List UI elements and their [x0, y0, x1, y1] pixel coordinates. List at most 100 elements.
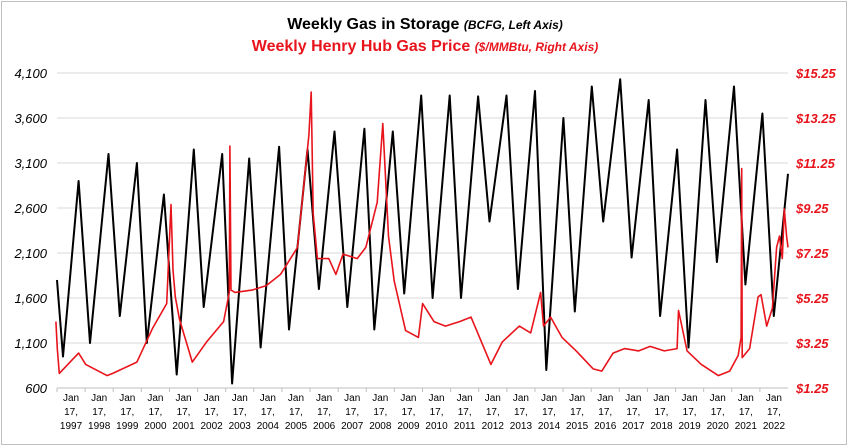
x-axis-tick-label: 17,	[542, 407, 556, 418]
x-axis-tick-label: Jan	[232, 393, 248, 404]
x-axis-tick-label: 2004	[257, 421, 280, 432]
x-axis-tick-label: 2007	[341, 421, 364, 432]
x-axis-tick-label: Jan	[91, 393, 107, 404]
x-axis-tick-label: 17,	[430, 407, 444, 418]
x-axis-tick-label: 17,	[148, 407, 162, 418]
x-axis-tick-label: 17,	[683, 407, 697, 418]
right-axis-tick-label: $3.25	[795, 336, 829, 351]
x-axis-tick-label: Jan	[766, 393, 782, 404]
right-axis-tick-label: $15.25	[795, 66, 837, 81]
x-axis-tick-label: 2018	[650, 421, 673, 432]
left-axis-tick-label: 4,100	[14, 66, 47, 81]
x-axis-tick-label: 1998	[88, 421, 111, 432]
left-axis-tick-label: 2,600	[13, 201, 47, 216]
x-axis-tick-label: Jan	[288, 393, 304, 404]
x-axis-tick-label: 2019	[678, 421, 701, 432]
x-axis-tick-label: 17,	[64, 407, 78, 418]
x-axis-tick-label: 2013	[510, 421, 533, 432]
x-axis-tick-label: Jan	[119, 393, 135, 404]
x-axis-tick-label: Jan	[625, 393, 641, 404]
x-axis-tick-label: 17,	[373, 407, 387, 418]
left-axis-tick-label: 1,100	[14, 336, 47, 351]
x-axis-tick-label: 17,	[739, 407, 753, 418]
x-axis-tick-label: Jan	[569, 393, 585, 404]
right-axis-tick-label: $1.25	[795, 381, 829, 396]
chart-subtitle-note: ($/MMBtu, Right Axis)	[474, 40, 599, 54]
x-axis-tick-label: 2020	[707, 421, 730, 432]
x-axis-tick-label: 17,	[626, 407, 640, 418]
x-axis-tick-label: Jan	[175, 393, 191, 404]
right-axis-tick-label: $5.25	[795, 291, 829, 306]
x-axis-tick-label: 17,	[92, 407, 106, 418]
x-axis-tick-label: Jan	[147, 393, 163, 404]
chart-subtitle-text: Weekly Henry Hub Gas Price	[251, 38, 471, 55]
chart-title-text: Weekly Gas in Storage	[287, 16, 460, 33]
x-axis-tick-label: 1999	[116, 421, 139, 432]
x-axis-tick-label: Jan	[513, 393, 529, 404]
right-axis-tick-label: $11.25	[795, 156, 836, 171]
x-axis-tick-label: Jan	[485, 393, 501, 404]
x-axis-tick-label: 2003	[229, 421, 252, 432]
x-axis-tick-label: 2012	[482, 421, 505, 432]
x-axis-tick-label: 17,	[570, 407, 584, 418]
x-axis-tick-label: 17,	[317, 407, 331, 418]
right-axis-tick-label: $7.25	[795, 246, 829, 261]
chart-title-note: (BCFG, Left Axis)	[463, 18, 563, 32]
x-axis-tick-label: Jan	[710, 393, 726, 404]
x-axis-tick-label: 17,	[120, 407, 134, 418]
x-axis-tick-label: 17,	[177, 407, 191, 418]
x-axis-tick-label: 2001	[172, 421, 195, 432]
x-axis-tick-label: Jan	[541, 393, 557, 404]
x-axis-tick-label: 1997	[60, 421, 83, 432]
storage-series-line	[56, 78, 789, 385]
left-axis-tick-label: 1,600	[14, 291, 47, 306]
x-axis-tick-label: Jan	[204, 393, 220, 404]
x-axis-tick-label: Jan	[344, 393, 360, 404]
x-axis-tick-label: 17,	[289, 407, 303, 418]
x-axis-tick-label: 17,	[486, 407, 500, 418]
left-axis-tick-label: 3,600	[14, 111, 47, 126]
x-axis-tick-label: 2009	[397, 421, 420, 432]
left-axis-tick-label: 2,100	[13, 246, 47, 261]
x-axis-tick-label: Jan	[372, 393, 388, 404]
x-axis-tick-label: 17,	[767, 407, 781, 418]
price-series-line	[55, 91, 789, 377]
x-axis-tick-label: Jan	[597, 393, 613, 404]
x-axis-tick-label: 2017	[622, 421, 645, 432]
x-axis-tick-label: Jan	[457, 393, 473, 404]
x-axis-tick-label: 17,	[233, 407, 247, 418]
x-axis-tick-label: 2005	[285, 421, 308, 432]
chart-title: Weekly Gas in Storage (BCFG, Left Axis)	[0, 16, 850, 34]
x-axis-tick-label: 2021	[735, 421, 758, 432]
x-axis-tick-label: 17,	[598, 407, 612, 418]
x-axis-tick-label: 17,	[655, 407, 669, 418]
left-axis-tick-label: 600	[25, 381, 47, 396]
x-axis-tick-label: 2000	[144, 421, 167, 432]
x-axis-tick-label: 2006	[313, 421, 336, 432]
x-axis-tick-label: Jan	[63, 393, 79, 404]
right-axis-tick-label: $13.25	[795, 111, 837, 126]
x-axis-tick-label: 2014	[538, 421, 561, 432]
x-axis-tick-label: 17,	[458, 407, 472, 418]
x-axis-tick-label: 17,	[711, 407, 725, 418]
x-axis-tick-label: Jan	[260, 393, 276, 404]
x-axis-tick-label: Jan	[653, 393, 669, 404]
x-axis-tick-label: 17,	[261, 407, 275, 418]
x-axis-tick-label: 17,	[514, 407, 528, 418]
x-axis-tick-label: 2002	[201, 421, 224, 432]
x-axis-tick-label: 2008	[369, 421, 392, 432]
x-axis-tick-label: 17,	[205, 407, 219, 418]
x-axis-tick-label: Jan	[738, 393, 754, 404]
x-axis-tick-label: 2011	[454, 421, 476, 432]
x-axis-tick-label: 2015	[566, 421, 589, 432]
x-axis-tick-label: Jan	[400, 393, 416, 404]
chart-subtitle: Weekly Henry Hub Gas Price ($/MMBtu, Rig…	[0, 38, 850, 56]
x-axis-tick-label: Jan	[428, 393, 444, 404]
right-axis-tick-label: $9.25	[795, 201, 829, 216]
x-axis-tick-label: 17,	[345, 407, 359, 418]
x-axis-tick-label: 2022	[763, 421, 786, 432]
x-axis-tick-label: 17,	[401, 407, 415, 418]
x-axis-tick-label: Jan	[316, 393, 332, 404]
x-axis-tick-label: 2016	[594, 421, 617, 432]
x-axis-tick-label: 2010	[425, 421, 448, 432]
